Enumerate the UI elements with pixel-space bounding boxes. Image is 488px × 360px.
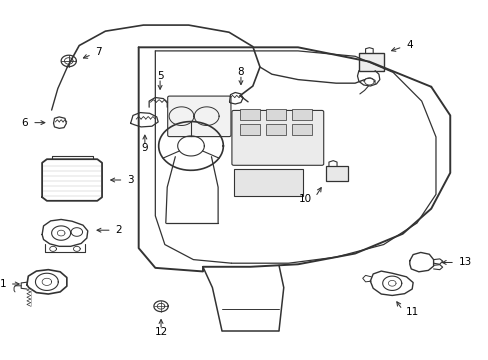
Bar — [358, 53, 383, 71]
Bar — [292, 125, 312, 135]
Text: 4: 4 — [406, 40, 412, 50]
Bar — [292, 109, 312, 120]
FancyBboxPatch shape — [231, 111, 323, 165]
FancyBboxPatch shape — [167, 96, 230, 136]
Text: 2: 2 — [115, 225, 122, 235]
Text: 7: 7 — [95, 47, 102, 57]
Text: 5: 5 — [157, 71, 163, 81]
Bar — [240, 109, 260, 120]
Bar — [240, 125, 260, 135]
Bar — [265, 109, 285, 120]
Text: 8: 8 — [237, 67, 244, 77]
Text: 1: 1 — [0, 279, 6, 289]
Text: 9: 9 — [141, 143, 148, 153]
Text: 11: 11 — [406, 307, 419, 317]
Text: 10: 10 — [298, 194, 311, 204]
Bar — [325, 166, 348, 181]
Text: 3: 3 — [127, 175, 134, 185]
Text: 13: 13 — [458, 257, 471, 267]
Text: 6: 6 — [21, 118, 28, 128]
Bar — [233, 169, 302, 196]
Bar — [265, 125, 285, 135]
Text: 12: 12 — [154, 327, 167, 337]
